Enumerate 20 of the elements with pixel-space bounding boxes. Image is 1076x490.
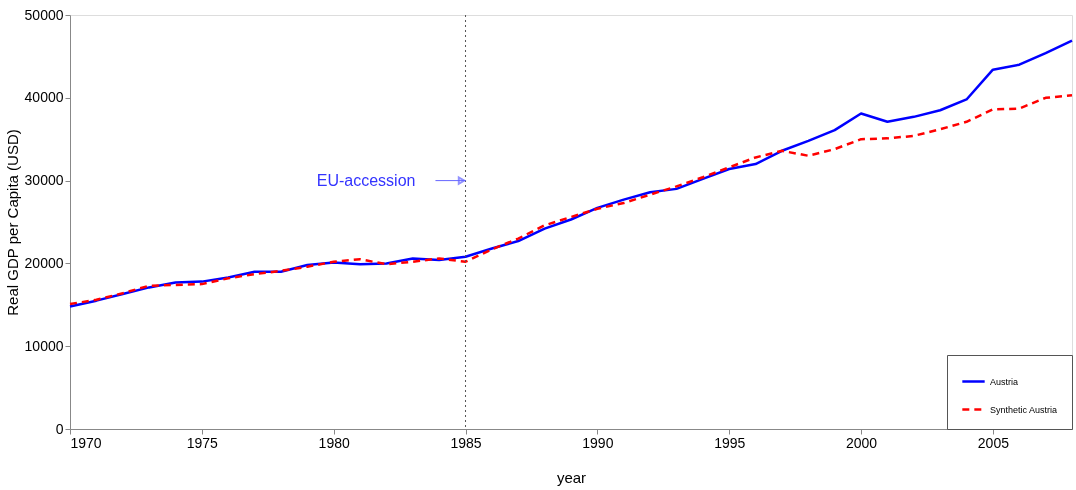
y-tick-label: 20000: [24, 254, 64, 271]
annotation: EU-accession: [316, 171, 416, 189]
x-tick-label: 1970: [70, 434, 102, 451]
x-tick-label: 1975: [186, 434, 219, 451]
line-series: [68, 94, 1074, 306]
x-tick-label: 1990: [582, 434, 614, 451]
x-tick-label: 1980: [318, 434, 350, 451]
y-tick-label: 50000: [24, 6, 64, 23]
y-tick-label: 40000: [24, 89, 64, 106]
legend-label: Austria: [990, 376, 1019, 387]
x-tick-label: 2000: [845, 434, 878, 451]
y-axis-title: Real GDP per Capita (USD): [3, 129, 21, 316]
y-tick-label: 0: [55, 420, 64, 437]
x-tick-label: 1995: [714, 434, 746, 451]
y-tick-label: 10000: [24, 337, 64, 354]
legend-label: Synthetic Austria: [990, 404, 1058, 415]
x-tick-label: 2005: [977, 434, 1010, 451]
x-tick-label: 1985: [450, 434, 482, 451]
y-tick-label: 30000: [24, 172, 64, 189]
x-axis-title: year: [556, 468, 587, 486]
